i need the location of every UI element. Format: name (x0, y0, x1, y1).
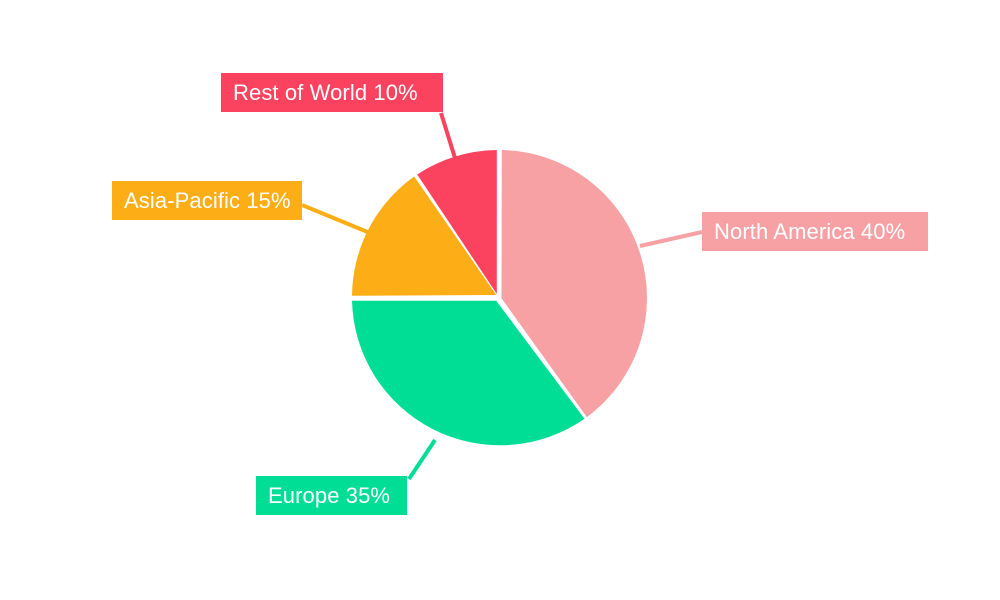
pie-label-europe-text: Europe 35% (268, 482, 391, 508)
pie-label-north-america[interactable]: North America 40% (702, 212, 928, 251)
leader-line-asia-pacific (301, 203, 371, 235)
leader-line-rest-of-world (439, 112, 457, 159)
pie-label-north-america-text: North America 40% (714, 218, 906, 244)
pie-label-asia-pacific[interactable]: Asia-Pacific 15% (112, 181, 302, 220)
pie-slice-rest-of-world[interactable] (417, 150, 497, 294)
leader-line-north-america (639, 230, 703, 248)
pie-label-europe[interactable]: Europe 35% (256, 476, 407, 515)
pie-label-rest-of-world[interactable]: Rest of World 10% (221, 73, 443, 112)
pie-slice-asia-pacific[interactable] (352, 176, 497, 296)
pie-label-rest-of-world-text: Rest of World 10% (233, 79, 418, 105)
pie-slice-europe[interactable] (352, 300, 585, 446)
pie-slice-north-america[interactable] (501, 150, 647, 418)
pie-label-asia-pacific-text: Asia-Pacific 15% (124, 187, 291, 213)
leader-line-europe (407, 438, 437, 481)
